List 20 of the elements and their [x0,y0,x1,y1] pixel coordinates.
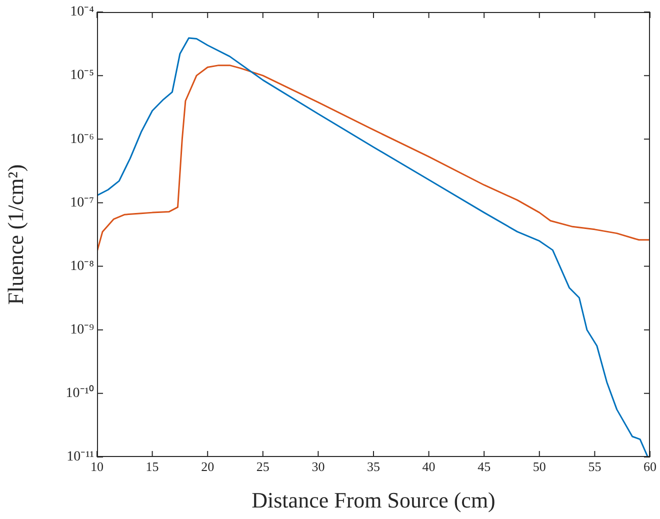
y-tick-label: 10⁻⁷ [70,195,94,210]
x-tick-label: 55 [588,459,602,474]
y-tick-label: 10⁻¹⁰ [66,385,94,402]
x-tick-label: 25 [256,459,270,474]
y-tick-label: 10⁻⁴ [70,4,94,20]
x-tick-label: 40 [422,459,436,474]
x-tick-label: 30 [312,459,325,474]
x-tick-label: 20 [201,459,214,474]
y-axis-title: Fluence (1/cm²) [2,164,28,305]
x-tick-label: 35 [367,459,380,474]
x-tick-label: 50 [532,459,546,474]
x-axis-title: Distance From Source (cm) [252,488,496,513]
y-tick-label: 10⁻⁵ [70,68,94,84]
x-tick-label: 60 [644,459,656,474]
y-tick-label: 10⁻⁶ [70,132,94,147]
x-tick-label: 15 [146,459,159,474]
x-tick-label: 10 [90,459,104,474]
y-tick-label: 10⁻⁸ [70,258,94,274]
y-tick-label: 10⁻⁹ [70,322,94,338]
x-tick-label: 45 [478,459,491,474]
